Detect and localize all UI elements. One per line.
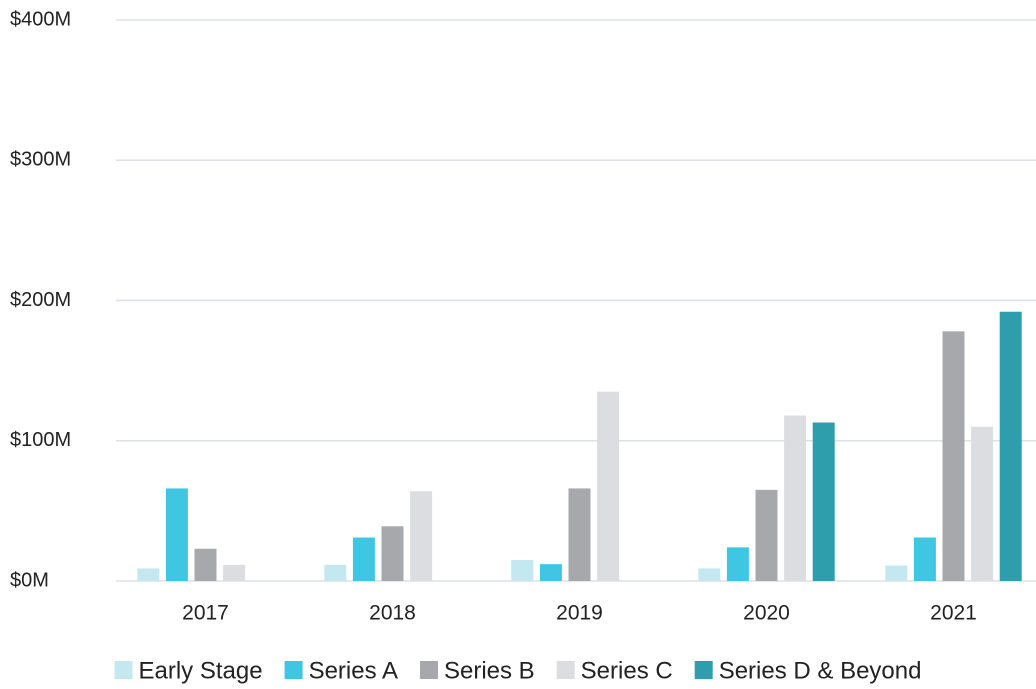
bar (165, 488, 188, 581)
legend-swatch (284, 661, 303, 679)
bar (352, 537, 375, 581)
bar (568, 488, 591, 581)
bar (194, 548, 217, 581)
x-tick-label: 2017 (182, 602, 229, 625)
x-tick-label: 2018 (369, 602, 416, 625)
bar (784, 415, 807, 581)
legend-swatch (694, 661, 713, 679)
legend-swatch (419, 661, 438, 679)
legend-label: Series A (309, 657, 398, 684)
y-tick-label: $200M (10, 289, 71, 311)
legend-label: Series B (444, 657, 535, 684)
bar (698, 568, 721, 581)
x-tick-label: 2021 (930, 602, 977, 625)
bar (324, 564, 347, 581)
bar (511, 559, 534, 581)
legend-label: Series C (581, 657, 673, 684)
x-tick-label: 2020 (743, 602, 790, 625)
bar (539, 564, 562, 581)
bar (812, 422, 835, 581)
x-tick-label: 2019 (556, 602, 603, 625)
bar (410, 491, 433, 581)
y-tick-label: $100M (10, 429, 71, 451)
legend-swatch (114, 661, 133, 679)
legend-label: Early Stage (139, 657, 263, 684)
bar (913, 537, 936, 581)
bar (999, 311, 1022, 581)
bar (726, 547, 749, 581)
y-tick-label: $300M (10, 149, 71, 171)
bar (381, 526, 404, 581)
legend-label: Series D & Beyond (719, 657, 922, 684)
bar (597, 391, 620, 581)
legend-swatch (556, 661, 575, 679)
bar (137, 568, 160, 581)
bar (971, 426, 994, 581)
y-tick-label: $0M (10, 569, 49, 591)
y-tick-label: $400M (10, 8, 71, 30)
bar (223, 564, 246, 581)
bar (942, 331, 965, 581)
bar (755, 489, 778, 581)
bar (885, 565, 908, 581)
